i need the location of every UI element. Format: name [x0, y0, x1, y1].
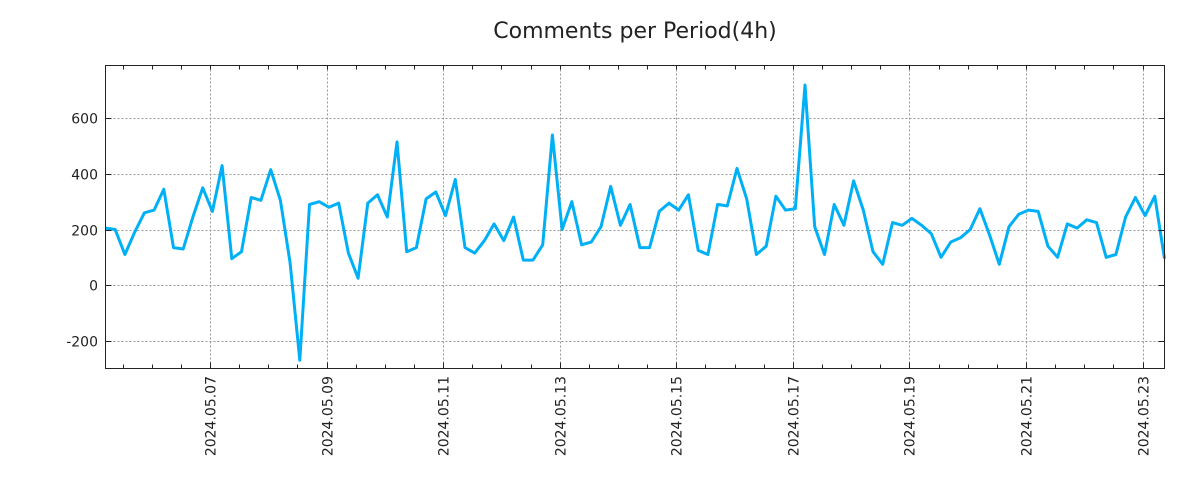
x-tick-label: 2024.05.07 — [204, 376, 220, 456]
grid-lines — [105, 65, 1165, 369]
x-axis-labels: 2024.05.07 2024.05.09 2024.05.11 2024.05.13… — [204, 376, 1153, 456]
x-tick-label: 2024.05.11 — [437, 376, 453, 456]
y-tick-label: 600 — [71, 112, 98, 128]
y-tick-label: 0 — [89, 279, 98, 295]
y-tick-label: 400 — [71, 168, 98, 184]
y-axis-labels: -200 0 200 400 600 — [66, 112, 98, 351]
y-tick-label: -200 — [66, 335, 98, 351]
chart-title: Comments per Period(4h) — [493, 19, 777, 44]
series-line-comments — [105, 83, 1166, 362]
x-tick-label: 2024.05.09 — [321, 376, 337, 456]
x-tick-label: 2024.05.19 — [903, 376, 919, 456]
y-tick-label: 200 — [71, 224, 98, 240]
x-tick-label: 2024.05.15 — [670, 376, 686, 456]
plot-frame — [105, 65, 1165, 369]
axis-ticks — [105, 65, 1165, 369]
x-tick-label: 2024.05.21 — [1020, 376, 1036, 456]
x-tick-label: 2024.05.23 — [1137, 376, 1153, 456]
x-tick-label: 2024.05.13 — [554, 376, 570, 456]
x-tick-label: 2024.05.17 — [787, 376, 803, 456]
